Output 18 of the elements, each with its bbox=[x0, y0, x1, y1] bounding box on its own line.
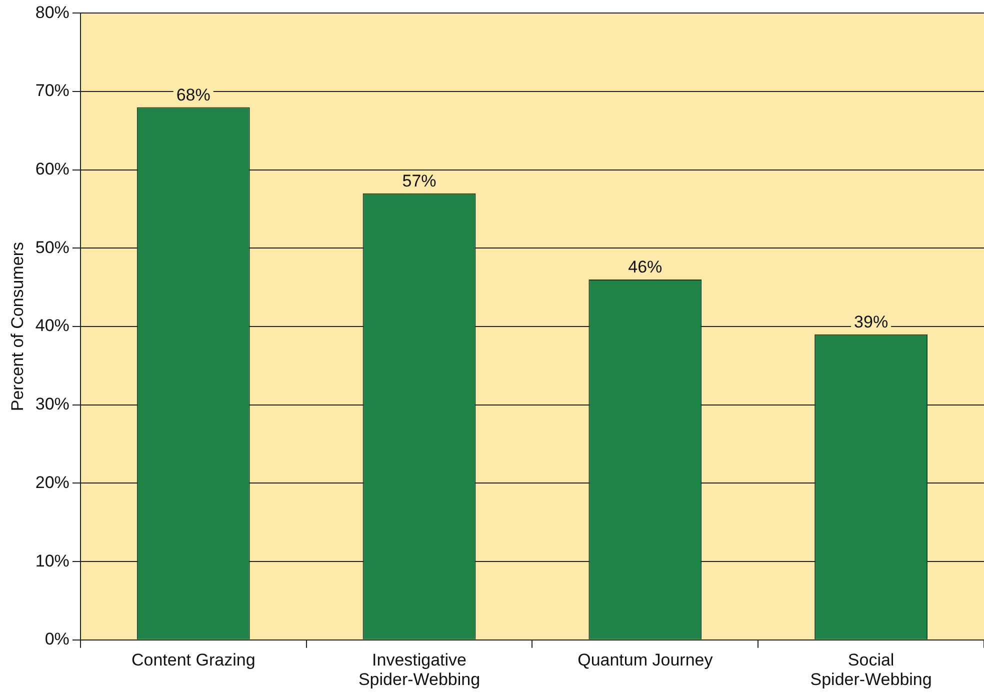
x-tick-label: Social Spider-Webbing bbox=[810, 650, 932, 689]
x-tick-label: Quantum Journey bbox=[578, 650, 714, 670]
y-tick-label: 30% bbox=[35, 394, 70, 414]
y-tick-label: 80% bbox=[35, 2, 70, 22]
y-tick-label: 50% bbox=[35, 238, 70, 257]
data-label: 57% bbox=[402, 172, 436, 191]
y-axis-title: Percent of Consumers bbox=[8, 242, 27, 412]
data-label: 68% bbox=[176, 85, 210, 104]
y-tick-label: 40% bbox=[35, 316, 70, 336]
data-label: 46% bbox=[628, 258, 662, 277]
x-tick-label: Content Grazing bbox=[131, 650, 256, 670]
y-tick-label: 10% bbox=[35, 551, 70, 570]
x-tick-label: Investigative Spider-Webbing bbox=[358, 650, 480, 689]
data-label: 39% bbox=[854, 312, 888, 332]
y-tick-label: 20% bbox=[35, 472, 70, 492]
y-tick-label: 70% bbox=[35, 81, 70, 100]
y-tick-label: 0% bbox=[44, 630, 70, 649]
y-tick-label: 60% bbox=[35, 160, 70, 179]
